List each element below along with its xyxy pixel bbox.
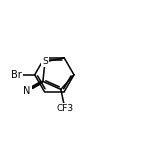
Text: CF3: CF3 xyxy=(56,104,73,113)
Text: S: S xyxy=(42,57,48,66)
Text: N: N xyxy=(23,86,31,96)
Text: Br: Br xyxy=(11,70,22,80)
